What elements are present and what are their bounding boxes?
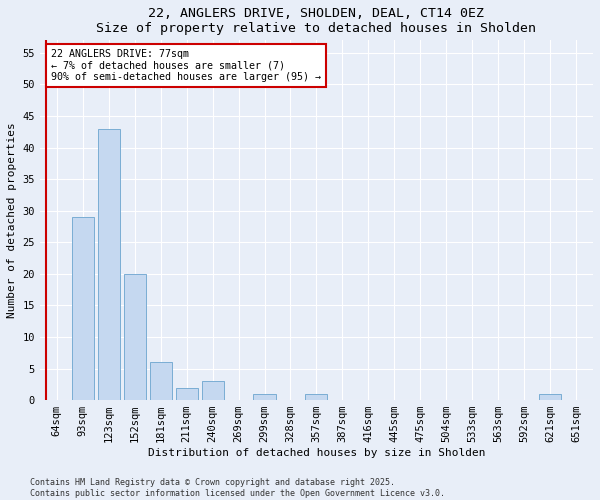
Title: 22, ANGLERS DRIVE, SHOLDEN, DEAL, CT14 0EZ
Size of property relative to detached: 22, ANGLERS DRIVE, SHOLDEN, DEAL, CT14 0… [97, 7, 536, 35]
Bar [71, 217, 94, 400]
Bar [305, 394, 328, 400]
Bar [202, 381, 224, 400]
Text: Contains HM Land Registry data © Crown copyright and database right 2025.
Contai: Contains HM Land Registry data © Crown c… [30, 478, 445, 498]
Bar [253, 394, 275, 400]
Bar [176, 388, 197, 400]
X-axis label: Distribution of detached houses by size in Sholden: Distribution of detached houses by size … [148, 448, 485, 458]
Y-axis label: Number of detached properties: Number of detached properties [7, 122, 17, 318]
Bar [98, 128, 120, 400]
Bar [539, 394, 561, 400]
Bar [124, 274, 146, 400]
Bar [149, 362, 172, 400]
Text: 22 ANGLERS DRIVE: 77sqm
← 7% of detached houses are smaller (7)
90% of semi-deta: 22 ANGLERS DRIVE: 77sqm ← 7% of detached… [51, 50, 321, 82]
